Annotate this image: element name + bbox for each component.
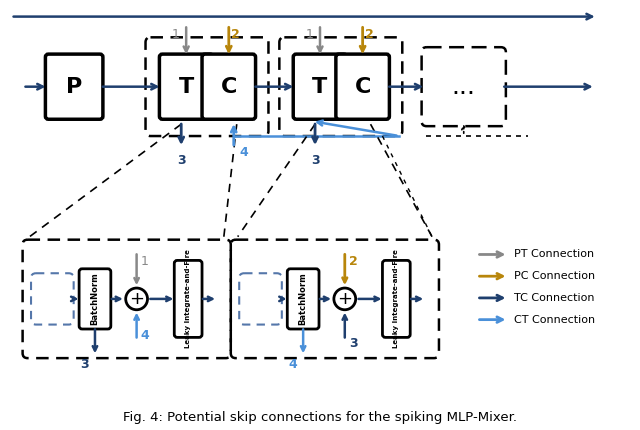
Text: 1: 1 — [172, 28, 179, 41]
Text: 3: 3 — [349, 337, 357, 350]
FancyBboxPatch shape — [287, 269, 319, 329]
Text: 4: 4 — [141, 329, 149, 342]
Text: 3: 3 — [311, 154, 319, 167]
Text: PC Connection: PC Connection — [515, 271, 595, 281]
Text: 2: 2 — [231, 28, 239, 41]
FancyBboxPatch shape — [159, 54, 213, 119]
Text: +: + — [129, 290, 144, 308]
Text: C: C — [355, 77, 371, 97]
FancyBboxPatch shape — [202, 54, 255, 119]
Text: PT Connection: PT Connection — [515, 249, 595, 259]
Text: 2: 2 — [349, 255, 358, 268]
FancyBboxPatch shape — [383, 261, 410, 338]
Text: Leaky Integrate-and-Fire: Leaky Integrate-and-Fire — [185, 249, 191, 348]
Text: P: P — [66, 77, 83, 97]
Text: 1: 1 — [141, 255, 148, 268]
Text: 3: 3 — [177, 154, 186, 167]
Text: 1: 1 — [305, 28, 313, 41]
Text: BatchNorm: BatchNorm — [90, 273, 99, 325]
Text: 4: 4 — [240, 146, 248, 159]
Text: +: + — [337, 290, 352, 308]
Text: Fig. 4: Potential skip connections for the spiking MLP-Mixer.: Fig. 4: Potential skip connections for t… — [123, 411, 517, 424]
Text: 4: 4 — [289, 358, 297, 371]
FancyBboxPatch shape — [79, 269, 111, 329]
FancyBboxPatch shape — [174, 261, 202, 338]
Text: Leaky Integrate-and-Fire: Leaky Integrate-and-Fire — [394, 249, 399, 348]
Text: 2: 2 — [365, 28, 373, 41]
FancyBboxPatch shape — [293, 54, 347, 119]
Text: T: T — [312, 77, 328, 97]
Text: 3: 3 — [81, 358, 89, 371]
Text: BatchNorm: BatchNorm — [299, 273, 308, 325]
FancyBboxPatch shape — [336, 54, 389, 119]
Text: T: T — [179, 77, 194, 97]
Text: TC Connection: TC Connection — [515, 293, 595, 303]
Text: ...: ... — [452, 75, 476, 98]
Text: CT Connection: CT Connection — [515, 315, 595, 325]
Text: C: C — [221, 77, 237, 97]
FancyBboxPatch shape — [45, 54, 103, 119]
